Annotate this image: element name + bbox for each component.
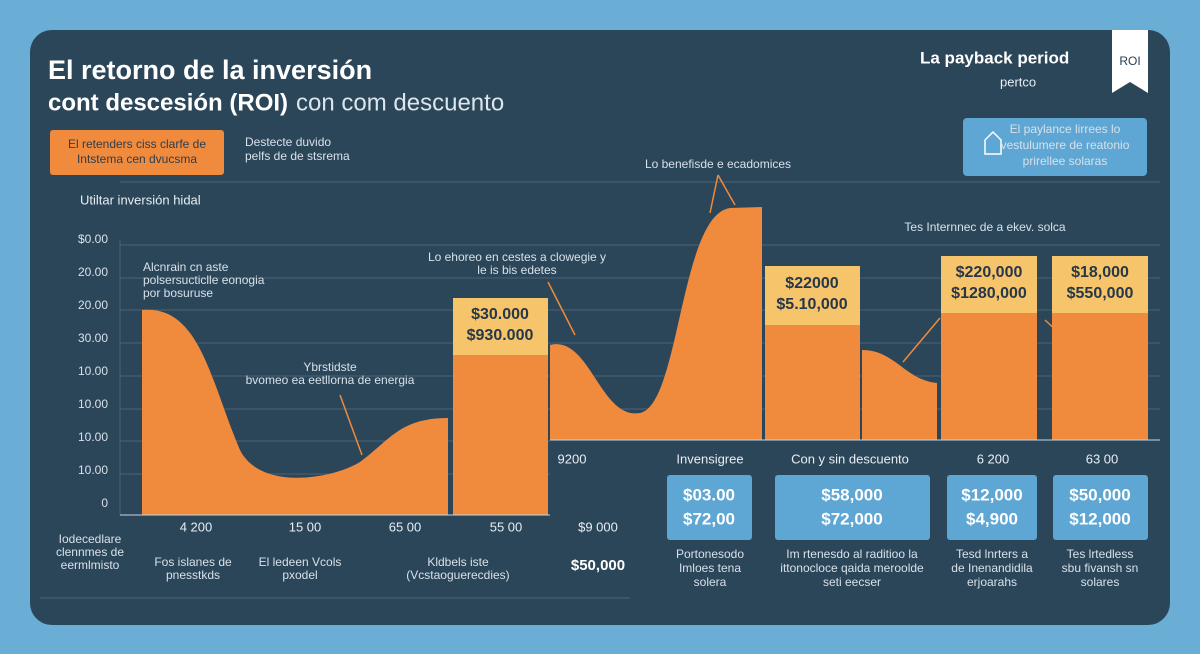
- price: $22000: [785, 275, 838, 292]
- y-label: 20.00: [78, 298, 108, 312]
- column-note: solera: [694, 575, 727, 589]
- cost: $12,000: [961, 485, 1022, 504]
- annotation: por bosuruse: [143, 286, 213, 300]
- annotation: Tes Internnec de a ekev. solca: [904, 220, 1066, 234]
- axis-title: Utiltar inversión hidal: [80, 192, 201, 207]
- title: El retorno de la inversión: [48, 55, 372, 85]
- y-label: 10.00: [78, 463, 108, 477]
- price: $550,000: [1067, 285, 1134, 302]
- annotation: polsersucticlle eonogia: [143, 273, 265, 287]
- icon: [984, 130, 1002, 155]
- column-note: de Inenandidila: [951, 561, 1033, 575]
- y-label: $0.00: [78, 232, 108, 246]
- bottom-note: clennmes de: [56, 545, 124, 559]
- cost: $72,000: [821, 509, 882, 528]
- payback-subtitle: pertco: [1000, 74, 1036, 89]
- bottom-note: (Vcstaoguerecdies): [406, 568, 509, 582]
- bottom-note: pxodel: [282, 568, 317, 582]
- annotation: Ybrstidste: [303, 360, 357, 374]
- column-note: erjoarahs: [967, 575, 1017, 589]
- info-text: prirellee solaras: [1023, 154, 1108, 168]
- bottom-note: pnesstkds: [166, 568, 220, 582]
- cost: $12,000: [1069, 509, 1130, 528]
- column-note: Imloes tena: [679, 561, 741, 575]
- annotation: bvomeo ea eetllorna de energia: [246, 373, 415, 387]
- column-header: 63 00: [1086, 451, 1119, 466]
- price: $18,000: [1071, 264, 1129, 281]
- y-label: 10.00: [78, 430, 108, 444]
- column-note: Portonesodo: [676, 547, 744, 561]
- y-label: 10.00: [78, 397, 108, 411]
- yellow-boxes: [453, 256, 1148, 355]
- arrows: [339, 174, 1059, 456]
- tag-text: El retenders ciss clarfe de: [68, 137, 206, 151]
- bottom-note: El ledeen Vcols: [259, 555, 342, 569]
- column-note: sbu fivansh sn: [1062, 561, 1139, 575]
- y-label: 10.00: [78, 364, 108, 378]
- x-label: 55 00: [490, 519, 523, 534]
- ribbon: [1112, 30, 1148, 93]
- cost: $4,900: [966, 509, 1018, 528]
- y-label: 30.00: [78, 331, 108, 345]
- orange-shapes: [142, 207, 1148, 515]
- price: $930.000: [467, 327, 534, 344]
- tag-box: [50, 130, 224, 175]
- total: $50,000: [571, 557, 625, 574]
- cost-boxes: [667, 475, 1148, 540]
- x-label: 15 00: [289, 519, 322, 534]
- annotation: Lo benefisde e ecadomices: [645, 157, 791, 171]
- cost: $03.00: [683, 485, 735, 504]
- badge: ROI: [1119, 54, 1140, 68]
- annotation: Alcnrain cn aste: [143, 260, 229, 274]
- x-label: 4 200: [180, 519, 213, 534]
- cost: $50,000: [1069, 485, 1130, 504]
- column-note: Tesd lnrters a: [956, 547, 1028, 561]
- column-note: Im rtenesdo al raditioo la: [786, 547, 918, 561]
- tag-text: Intstema cen dvucsma: [77, 152, 197, 166]
- info-box: [963, 118, 1147, 176]
- cost: $72,00: [683, 509, 735, 528]
- column-header: 9200: [558, 451, 587, 466]
- annotation: Lo ehoreo en cestes a clowegie y: [428, 250, 606, 264]
- bottom-note: eermlmisto: [61, 558, 120, 572]
- y-label: 0: [101, 496, 108, 510]
- price: $30.000: [471, 306, 529, 323]
- x-label: $9 000: [578, 519, 618, 534]
- bottom-note: Kldbels iste: [427, 555, 489, 569]
- note-text: Destecte duvido: [245, 135, 331, 149]
- y-label: 20.00: [78, 265, 108, 279]
- payback-title: La payback period: [920, 48, 1069, 67]
- bottom-note: Iodecedlare: [59, 532, 122, 546]
- info-text: El paylance lirrees lo: [1010, 122, 1121, 136]
- column-note: ittonocloce qaida meroolde: [780, 561, 924, 575]
- column-header: Con y sin descuento: [791, 451, 909, 466]
- subtitle: con com descuento: [296, 89, 504, 116]
- info-text: vestulumere de reatonio: [1001, 138, 1130, 152]
- column-header: 6 200: [977, 451, 1010, 466]
- subtitle: cont descesión (ROI): [48, 89, 288, 116]
- cost: $58,000: [821, 485, 882, 504]
- price: $1280,000: [951, 285, 1027, 302]
- price: $220,000: [956, 264, 1023, 281]
- column-note: solares: [1081, 575, 1120, 589]
- price: $5.10,000: [776, 296, 847, 313]
- column-note: seti eecser: [823, 575, 881, 589]
- column-note: Tes lrtedless: [1067, 547, 1134, 561]
- x-label: 65 00: [389, 519, 422, 534]
- note-text: pelfs de de stsrema: [245, 149, 350, 163]
- annotation: le is bis edetes: [477, 263, 556, 277]
- bottom-note: Fos islanes de: [154, 555, 232, 569]
- column-header: Invensigree: [676, 451, 743, 466]
